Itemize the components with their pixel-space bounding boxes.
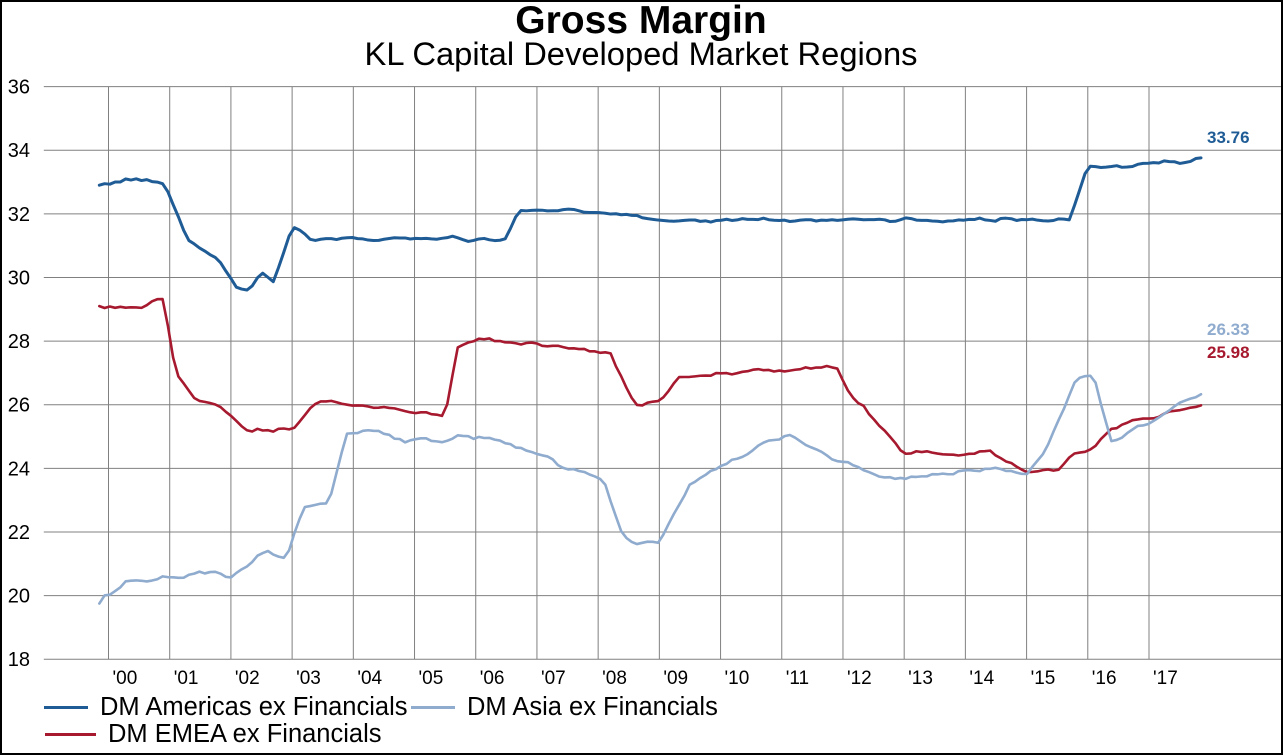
svg-text:'08: '08 — [602, 668, 627, 689]
svg-text:28: 28 — [8, 331, 30, 353]
svg-text:26: 26 — [8, 395, 30, 417]
svg-text:'00: '00 — [113, 668, 138, 689]
svg-text:36: 36 — [8, 77, 30, 99]
svg-text:26.33: 26.33 — [1207, 320, 1250, 339]
svg-text:20: 20 — [8, 586, 30, 608]
svg-text:'11: '11 — [786, 668, 809, 689]
svg-text:'17: '17 — [1153, 668, 1178, 689]
svg-text:'07: '07 — [541, 668, 566, 689]
svg-text:'02: '02 — [235, 668, 260, 689]
svg-text:30: 30 — [8, 267, 30, 289]
svg-text:'05: '05 — [419, 668, 444, 689]
svg-text:'04: '04 — [357, 668, 382, 689]
svg-text:'13: '13 — [908, 668, 933, 689]
svg-text:'14: '14 — [969, 668, 994, 689]
svg-text:'06: '06 — [480, 668, 505, 689]
svg-text:34: 34 — [8, 140, 30, 162]
svg-text:'12: '12 — [847, 668, 872, 689]
svg-text:22: 22 — [8, 522, 30, 544]
svg-text:18: 18 — [8, 649, 30, 671]
svg-text:'15: '15 — [1031, 668, 1056, 689]
svg-text:33.76: 33.76 — [1207, 128, 1250, 147]
svg-text:'09: '09 — [663, 668, 688, 689]
svg-text:32: 32 — [8, 204, 30, 226]
svg-text:'01: '01 — [174, 668, 199, 689]
svg-text:KL Capital Developed Market Re: KL Capital Developed Market Regions — [365, 35, 918, 72]
svg-text:'03: '03 — [296, 668, 321, 689]
svg-text:24: 24 — [8, 458, 30, 480]
svg-text:'10: '10 — [725, 668, 750, 689]
svg-text:25.98: 25.98 — [1207, 343, 1250, 362]
svg-text:'16: '16 — [1092, 668, 1117, 689]
